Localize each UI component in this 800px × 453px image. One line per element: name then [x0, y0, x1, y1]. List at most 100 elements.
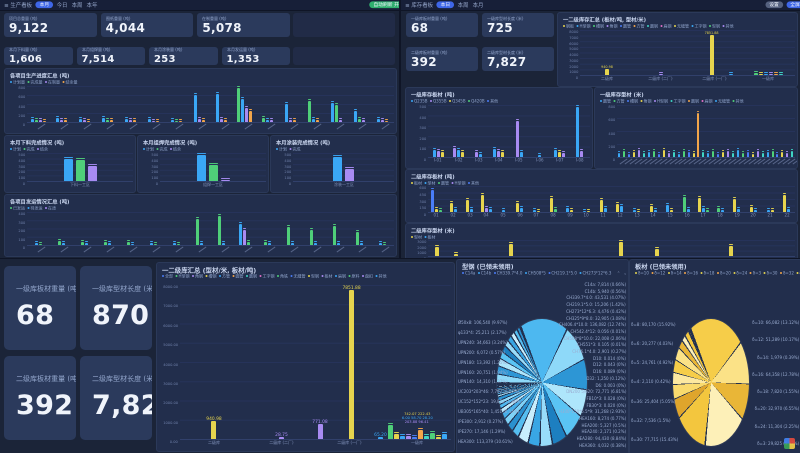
legend-item[interactable]: Q420B	[468, 99, 485, 103]
legend-item[interactable]: 其他	[487, 98, 498, 104]
legend-item[interactable]: 方管	[219, 273, 230, 279]
legend-item[interactable]: 型材	[411, 234, 422, 240]
legend-item[interactable]: 角铁	[277, 273, 288, 279]
legend-item[interactable]: Q355B	[430, 99, 447, 103]
toolbar-link[interactable]: 本周	[71, 1, 83, 8]
legend-item[interactable]: 圆管	[232, 273, 244, 279]
legend-item[interactable]: 圆钢	[688, 98, 699, 104]
legend-item[interactable]: 其他	[375, 273, 387, 279]
legend-item[interactable]: 方管	[613, 98, 625, 104]
legend-item[interactable]: δ=36	[796, 271, 800, 275]
legend-item[interactable]: 扁钢	[335, 273, 346, 279]
toolbar-link[interactable]: 本月	[472, 1, 484, 8]
legend-item[interactable]: 原料	[348, 273, 360, 279]
legend-item[interactable]: δ=10	[635, 271, 649, 275]
legend-item[interactable]: δ=30	[763, 271, 777, 275]
legend-item[interactable]: 完成	[289, 146, 301, 152]
legend-item[interactable]: 圆管	[438, 180, 449, 186]
legend-item[interactable]: CH273*12*6.3	[579, 271, 611, 275]
legend-item[interactable]: 其他	[732, 98, 744, 104]
legend-item[interactable]: CH219.1*5.0	[548, 271, 577, 275]
legend-item[interactable]: 圆钢	[246, 273, 257, 279]
legend-pager[interactable]: ⌃ ⌄	[616, 270, 628, 276]
bar	[178, 120, 182, 122]
legend-item[interactable]: CH508*5	[524, 271, 546, 275]
legend-item[interactable]: 完成	[156, 146, 168, 152]
legend-item[interactable]: Q345B	[449, 99, 466, 103]
legend-item[interactable]: 圆钢	[647, 23, 658, 29]
legend-item[interactable]: 完成量	[27, 79, 43, 85]
legend-item[interactable]: 全部	[162, 273, 173, 279]
toolbar-link[interactable]: 本年	[86, 1, 98, 8]
stock-detail-dashboard: 一级库板材重量 (吨) 68 一级库型材长度 (米) 870 二级库板材重量 (吨) 3…	[0, 259, 800, 453]
legend-item[interactable]: 计划	[276, 146, 287, 152]
legend-item[interactable]: 在途	[45, 205, 56, 211]
legend-item[interactable]: 型钢	[308, 273, 319, 279]
menu-icon[interactable]: ≡ 生产看板	[4, 1, 33, 8]
legend-item[interactable]: 扁钢	[701, 98, 713, 104]
bar	[42, 120, 46, 122]
legend-item[interactable]: δ=24	[733, 271, 747, 275]
legend-item[interactable]: δ=18	[700, 271, 714, 275]
legend-item[interactable]: δ=20	[716, 271, 731, 275]
legend-item[interactable]: 在制量	[45, 79, 60, 85]
settings-button[interactable]: 设置	[765, 1, 783, 9]
legend-item[interactable]: 工字钢	[259, 273, 275, 279]
legend-item[interactable]: 型材	[424, 180, 436, 186]
legend-item[interactable]: H型钢	[451, 180, 466, 186]
legend-item[interactable]: 槽钢	[627, 98, 638, 104]
legend-item[interactable]: 扁钢	[660, 23, 672, 29]
legend-item[interactable]: 方管	[633, 23, 645, 29]
legend-item[interactable]: 计划	[143, 146, 154, 152]
legend-item[interactable]: 工字钢	[691, 23, 707, 29]
pie-label: δ=3: 29,825 (5.92%)	[756, 441, 799, 446]
legend-item[interactable]: δ=16	[684, 271, 698, 275]
toolbar-link[interactable]: 今日	[56, 1, 68, 8]
legend-item[interactable]: H型钢	[576, 23, 591, 29]
legend-item[interactable]: C14b	[477, 271, 491, 275]
legend-item[interactable]: 板材	[424, 234, 436, 240]
legend-item[interactable]: 圆管	[600, 98, 611, 104]
legend-item[interactable]: 无缝管	[674, 23, 689, 29]
legend-item[interactable]: 已发运	[10, 205, 25, 211]
toolbar-link[interactable]: 本周	[457, 1, 469, 8]
fullscreen-button[interactable]: 全屏	[786, 1, 800, 9]
auto-refresh-toggle[interactable]: 自动刷新 开	[369, 1, 399, 9]
legend-item[interactable]: 角钢	[606, 23, 618, 29]
legend-item[interactable]: 完成	[23, 146, 35, 152]
legend-item[interactable]: 板材	[411, 180, 422, 186]
legend-item[interactable]: 盘扣	[362, 273, 373, 279]
legend-item[interactable]: 待发运	[27, 205, 43, 211]
period-pill[interactable]: 本日	[436, 1, 455, 9]
legend-item[interactable]: δ=3	[749, 271, 761, 275]
legend-item[interactable]: 无缝管	[715, 98, 730, 104]
legend-item[interactable]: 角钢	[192, 273, 203, 279]
legend-item[interactable]: 型钢	[709, 23, 720, 29]
legend-item[interactable]: H型钢	[654, 98, 668, 104]
legend-item[interactable]: 计划	[10, 146, 21, 152]
legend-item[interactable]: 工字钢	[670, 98, 686, 104]
legend-item[interactable]: 钢板	[563, 23, 574, 29]
legend-item[interactable]: 板材	[321, 273, 333, 279]
menu-icon[interactable]: ≡ 库存看板	[405, 1, 434, 8]
period-pill[interactable]: 本月	[35, 1, 54, 9]
legend-item[interactable]: C14a	[462, 271, 475, 275]
legend-item[interactable]: δ=32	[779, 271, 794, 275]
legend-item[interactable]: 结余	[37, 146, 48, 152]
legend-item[interactable]: 其他	[722, 23, 734, 29]
legend-item[interactable]: CH339.7*4.0	[493, 271, 522, 275]
legend-item[interactable]: δ=14	[667, 271, 682, 275]
legend-item[interactable]: 结余量	[62, 79, 78, 85]
legend-item[interactable]: 其他	[468, 180, 479, 186]
legend-item[interactable]: δ=12	[651, 271, 665, 275]
bar	[687, 152, 690, 157]
legend-item[interactable]: 角钢	[640, 98, 652, 104]
legend-item[interactable]: 圆管	[620, 23, 631, 29]
legend-item[interactable]: 槽钢	[593, 23, 604, 29]
legend-item[interactable]: H型钢	[175, 273, 190, 279]
legend-item[interactable]: 结余	[170, 146, 181, 152]
legend-item[interactable]: 槽钢	[205, 273, 217, 279]
legend-item[interactable]: 无缝管	[290, 273, 306, 279]
legend-item[interactable]: Q235B	[411, 99, 428, 103]
legend-item[interactable]: 计划量	[10, 79, 25, 85]
